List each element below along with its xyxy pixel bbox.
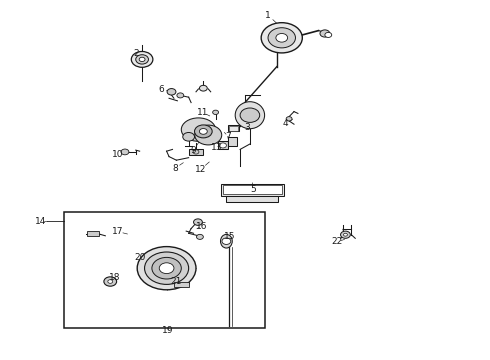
Circle shape: [183, 132, 195, 141]
Ellipse shape: [195, 125, 221, 145]
Text: 6: 6: [159, 85, 165, 94]
Text: 14: 14: [34, 217, 46, 226]
Text: 15: 15: [223, 233, 235, 242]
Bar: [228, 137, 237, 146]
Text: 8: 8: [172, 164, 178, 173]
Text: 5: 5: [250, 185, 256, 194]
Bar: [228, 125, 239, 131]
Text: 10: 10: [112, 150, 123, 159]
Text: 18: 18: [109, 274, 121, 282]
Bar: [189, 149, 203, 155]
Text: 13: 13: [211, 143, 223, 152]
Text: 19: 19: [162, 326, 173, 335]
Bar: [223, 185, 282, 194]
Circle shape: [222, 238, 231, 244]
Circle shape: [108, 280, 113, 283]
Circle shape: [121, 149, 129, 155]
Circle shape: [167, 89, 176, 95]
Circle shape: [196, 234, 203, 239]
Bar: [229, 126, 238, 131]
Circle shape: [220, 143, 226, 148]
Bar: [218, 141, 228, 149]
Circle shape: [276, 33, 288, 42]
Circle shape: [131, 51, 153, 67]
Bar: [226, 196, 278, 202]
Text: 7: 7: [225, 132, 231, 141]
Circle shape: [240, 108, 260, 122]
Circle shape: [152, 257, 181, 279]
Text: 22: 22: [332, 238, 343, 247]
Circle shape: [261, 23, 302, 53]
Ellipse shape: [220, 234, 232, 248]
Circle shape: [286, 117, 292, 121]
Text: 17: 17: [112, 227, 123, 236]
Text: 11: 11: [196, 108, 208, 117]
Bar: [87, 231, 99, 236]
Text: 20: 20: [134, 253, 146, 262]
Circle shape: [159, 263, 174, 274]
Circle shape: [139, 57, 145, 62]
Circle shape: [104, 277, 117, 286]
Circle shape: [193, 150, 199, 154]
Text: 21: 21: [171, 277, 182, 286]
Bar: [64, 212, 265, 328]
Ellipse shape: [235, 102, 265, 129]
Bar: [174, 282, 189, 287]
Text: 4: 4: [282, 119, 288, 128]
Circle shape: [199, 129, 207, 134]
Circle shape: [343, 233, 347, 236]
Circle shape: [145, 252, 189, 284]
Text: 3: 3: [244, 123, 250, 132]
Text: 1: 1: [265, 11, 271, 20]
Circle shape: [177, 93, 184, 98]
Circle shape: [325, 32, 332, 37]
Text: 2: 2: [133, 49, 139, 58]
Circle shape: [320, 30, 330, 37]
Circle shape: [137, 247, 196, 290]
Circle shape: [194, 219, 202, 225]
Circle shape: [195, 125, 212, 138]
Text: 16: 16: [196, 222, 208, 231]
Circle shape: [268, 28, 295, 48]
Circle shape: [213, 110, 219, 114]
Circle shape: [199, 85, 207, 91]
Circle shape: [136, 55, 148, 64]
Circle shape: [341, 231, 350, 238]
Ellipse shape: [181, 118, 216, 141]
Text: 9: 9: [191, 146, 196, 155]
Bar: [220, 184, 284, 196]
Text: 12: 12: [195, 165, 207, 174]
